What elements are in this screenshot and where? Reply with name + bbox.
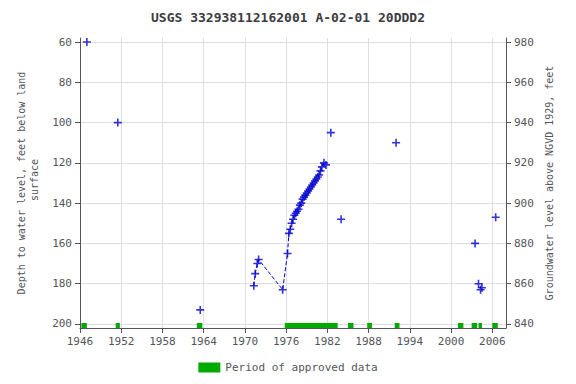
svg-text:1994: 1994 [397,335,424,348]
svg-text:2006: 2006 [479,335,506,348]
svg-text:1946: 1946 [67,335,94,348]
svg-text:1964: 1964 [190,335,217,348]
svg-text:160: 160 [52,237,72,250]
svg-text:960: 960 [514,76,534,89]
svg-text:80: 80 [59,76,72,89]
svg-text:840: 840 [514,317,534,330]
svg-text:860: 860 [514,277,534,290]
svg-text:1988: 1988 [355,335,382,348]
svg-text:180: 180 [52,277,72,290]
svg-text:surface: surface [29,159,40,207]
svg-text:140: 140 [52,197,72,210]
svg-text:200: 200 [52,317,72,330]
svg-text:Depth to water level, feet bel: Depth to water level, feet below land [16,72,27,295]
svg-text:1952: 1952 [108,335,135,348]
svg-text:1976: 1976 [273,335,300,348]
svg-text:920: 920 [514,156,534,169]
svg-text:900: 900 [514,197,534,210]
svg-text:1958: 1958 [149,335,176,348]
svg-text:940: 940 [514,116,534,129]
svg-text:2000: 2000 [438,335,465,348]
svg-text:880: 880 [514,237,534,250]
svg-text:60: 60 [59,36,72,49]
svg-text:USGS 332938112162001 A-02-01 2: USGS 332938112162001 A-02-01 20DDD2 [151,10,425,25]
svg-text:980: 980 [514,36,534,49]
svg-text:120: 120 [52,156,72,169]
svg-text:Period of approved data: Period of approved data [225,361,377,374]
svg-text:100: 100 [52,116,72,129]
svg-text:1982: 1982 [314,335,341,348]
svg-text:Groundwater level above NGVD 1: Groundwater level above NGVD 1929, feet [544,66,555,301]
svg-text:1970: 1970 [232,335,259,348]
